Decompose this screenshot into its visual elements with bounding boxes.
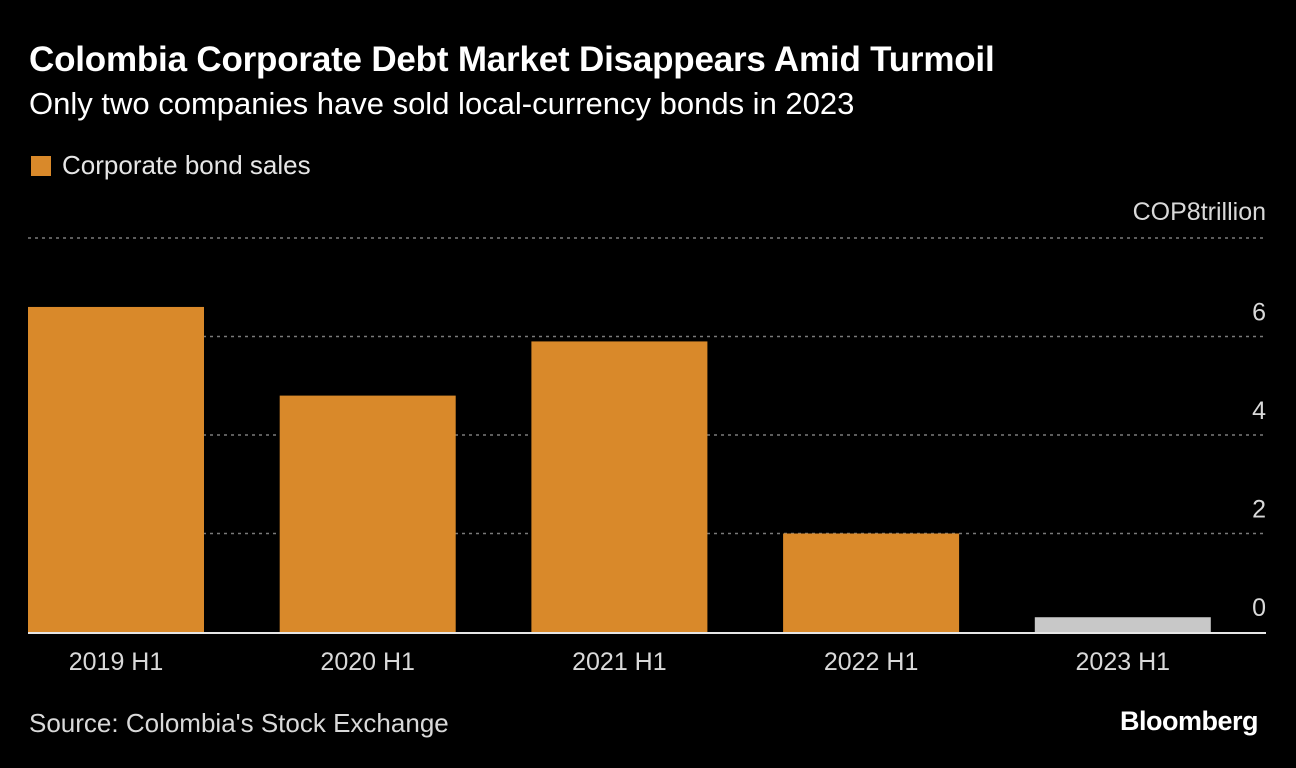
legend-label: Corporate bond sales — [62, 150, 311, 180]
bar — [1034, 617, 1211, 632]
x-tick-label: 2019 H1 — [69, 648, 164, 676]
x-tick-label: 2023 H1 — [1076, 648, 1171, 676]
source-note: Source: Colombia's Stock Exchange — [29, 708, 449, 738]
bar — [279, 395, 456, 632]
bar — [783, 533, 960, 632]
y-tick-label: 0 — [1252, 594, 1266, 622]
bar — [531, 341, 708, 632]
chart-title: Colombia Corporate Debt Market Disappear… — [29, 40, 995, 79]
bar — [28, 306, 204, 632]
bloomberg-logo: Bloomberg — [1119, 706, 1259, 736]
legend-swatch — [31, 155, 51, 176]
y-tick-label: 2 — [1252, 496, 1266, 524]
y-tick-label: 6 — [1252, 299, 1266, 327]
x-tick-label: 2022 H1 — [824, 648, 919, 676]
chart-subtitle: Only two companies have sold local-curre… — [29, 86, 855, 121]
x-tick-label: 2020 H1 — [320, 648, 415, 676]
y-unit-label: COP8trillion — [1133, 198, 1266, 226]
y-tick-label: 4 — [1252, 397, 1266, 425]
x-tick-label: 2021 H1 — [572, 648, 667, 676]
legend: Corporate bond sales — [31, 150, 311, 181]
